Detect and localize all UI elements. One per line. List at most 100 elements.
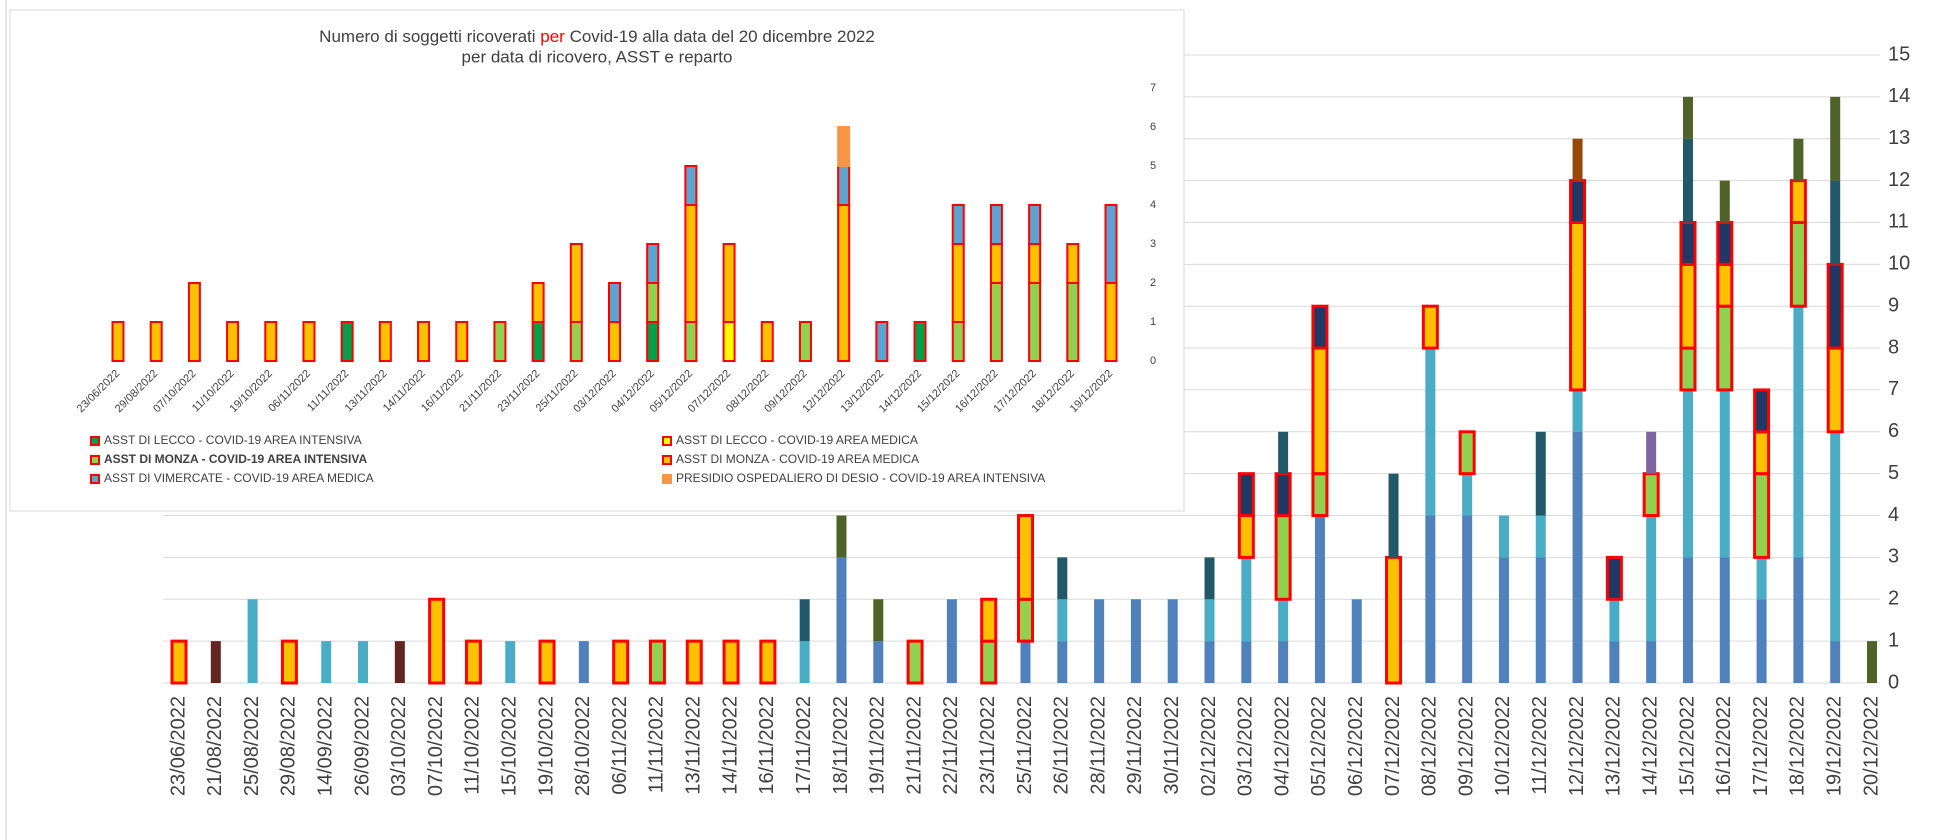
y-tick-label: 2 <box>1150 277 1156 289</box>
title-part: Numero di soggetti ricoverati <box>319 27 540 46</box>
bar-segment <box>1311 472 1329 518</box>
x-tick-label: 14/12/2022 <box>1639 696 1661 796</box>
bar-segment <box>837 126 851 167</box>
bar-segment <box>759 639 777 685</box>
bar-segment <box>1057 599 1068 642</box>
bar-segment <box>1028 243 1042 284</box>
y-tick-label: 12 <box>1888 169 1910 191</box>
y-tick-label: 13 <box>1888 127 1910 149</box>
bar-segment <box>1421 304 1439 350</box>
bar-segment <box>1351 599 1362 683</box>
bar-segment <box>608 321 621 362</box>
bar-segment <box>685 639 703 685</box>
bar-segment <box>264 321 278 362</box>
bar-segment <box>648 639 666 685</box>
bar-segment <box>1278 599 1289 642</box>
bar-segment <box>1719 389 1730 558</box>
bar-segment <box>1057 557 1068 600</box>
bar-segment <box>1535 557 1546 683</box>
bar-segment <box>1756 557 1767 600</box>
y-tick-label: 3 <box>1150 238 1156 250</box>
bar-segment <box>1572 138 1583 181</box>
bar-segment <box>951 321 965 362</box>
y-tick-label: 8 <box>1888 336 1899 358</box>
bar-segment <box>1646 431 1657 474</box>
bar-segment <box>1241 557 1252 642</box>
y-tick-label: 7 <box>1150 82 1156 94</box>
bar-segment <box>428 597 446 685</box>
x-tick-label: 18/12/2022 <box>1787 696 1809 796</box>
bar-segment <box>1830 641 1841 683</box>
bar-segment <box>1204 641 1215 683</box>
bar-segment <box>1274 472 1292 518</box>
bar-segment <box>1204 557 1215 600</box>
bar-segment <box>1682 557 1693 683</box>
bar-segment <box>247 599 258 683</box>
bar-segment <box>646 282 660 323</box>
x-tick-label: 05/12/2022 <box>1308 696 1330 796</box>
legend-label: ASST DI VIMERCATE - COVID-19 AREA MEDICA <box>104 471 374 485</box>
bar-segment <box>455 321 469 362</box>
x-tick-label: 26/11/2022 <box>1051 696 1073 795</box>
y-tick-label: 0 <box>1888 671 1899 693</box>
bar-segment <box>1719 180 1730 223</box>
y-tick-label: 0 <box>1150 355 1156 367</box>
y-tick-label: 5 <box>1150 160 1156 172</box>
bar-segment <box>646 243 660 284</box>
bar-segment <box>280 639 298 685</box>
y-tick-label: 7 <box>1888 378 1899 400</box>
bar-segment <box>951 204 965 245</box>
bar-segment <box>1793 138 1804 181</box>
x-tick-label: 11/12/2022 <box>1529 696 1551 795</box>
bar-segment <box>1679 346 1697 392</box>
bar-segment <box>1682 389 1693 558</box>
x-tick-label: 06/11/2022 <box>609 696 631 795</box>
bar-segment <box>1572 431 1583 683</box>
bar-segment <box>989 243 1003 284</box>
x-tick-label: 06/12/2022 <box>1345 696 1367 796</box>
bar-segment <box>873 641 884 683</box>
bar-segment <box>1646 641 1657 683</box>
y-tick-label: 9 <box>1888 294 1899 316</box>
bar-segment <box>799 641 810 683</box>
y-tick-label: 2 <box>1888 588 1899 610</box>
bar-segment <box>1756 599 1767 683</box>
bar-segment <box>1204 599 1215 642</box>
y-tick-label: 3 <box>1888 546 1899 568</box>
bar-segment <box>538 639 556 685</box>
bar-segment <box>1314 515 1325 683</box>
bar-segment <box>111 321 125 362</box>
bar-segment <box>1793 306 1804 558</box>
bar-segment <box>1017 597 1034 643</box>
x-tick-label: 29/11/2022 <box>1124 696 1146 795</box>
bar-segment <box>980 597 998 643</box>
bar-segment <box>1498 515 1509 558</box>
bar-segment <box>1425 515 1436 683</box>
x-tick-label: 09/12/2022 <box>1455 696 1477 796</box>
bar-segment <box>1793 557 1804 683</box>
bar-segment <box>722 243 736 323</box>
bar-segment <box>1104 204 1118 284</box>
bar-segment <box>187 282 201 362</box>
bar-segment <box>1237 514 1255 559</box>
bar-segment <box>358 641 369 683</box>
x-tick-label: 08/12/2022 <box>1419 696 1441 796</box>
bar-segment <box>1278 431 1289 474</box>
bar-segment <box>1716 262 1734 308</box>
bar-segment <box>946 599 957 683</box>
bar-segment <box>1498 557 1509 683</box>
bar-segment <box>989 282 1003 362</box>
bar-segment <box>836 557 847 683</box>
x-tick-label: 15/12/2022 <box>1676 696 1698 796</box>
bar-segment <box>836 515 847 558</box>
bar-segment <box>1278 641 1289 683</box>
bar-segment <box>394 641 405 683</box>
bar-segment <box>1753 430 1771 476</box>
bar-segment <box>1830 180 1841 265</box>
bar-segment <box>1274 514 1292 601</box>
bar-segment <box>980 639 998 685</box>
x-tick-label: 11/10/2022 <box>462 696 484 795</box>
x-tick-label: 13/11/2022 <box>683 696 705 795</box>
bar-segment <box>913 321 927 362</box>
x-tick-label: 21/11/2022 <box>903 696 925 795</box>
